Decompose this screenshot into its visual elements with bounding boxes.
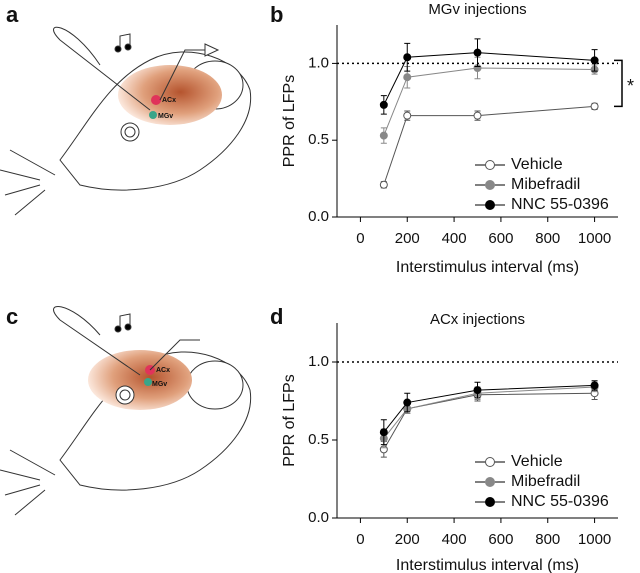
legend-marker [485,160,495,170]
marker [379,428,388,437]
x-tick-label: 0 [356,531,364,548]
x-tick-label: 600 [488,531,513,548]
legend-label: NNC 55-0396 [511,493,609,510]
region-label: MGv [152,381,167,388]
x-tick-label: 200 [395,230,420,247]
x-tick-label: 1000 [578,230,611,247]
series-line [383,386,595,439]
region-label: ACx [156,367,170,374]
marker [403,53,412,62]
marker [473,111,482,120]
mouse-illustration: ACx MGv [0,306,252,516]
significance-bracket [614,59,623,108]
legend-marker [485,477,495,487]
x-tick-label: 400 [442,531,467,548]
x-axis-label: Interstimulus interval (ms) [396,557,579,573]
significance-label: * [627,76,634,96]
marker [590,381,599,390]
region-label: ACx [162,97,176,104]
x-tick-label: 800 [535,531,560,548]
legend-label: Vehicle [511,156,563,173]
panel-label: d [270,304,283,329]
chart: MGv injections Interstimulus interval (ms… [281,1,634,276]
marker [473,386,482,395]
marker [403,111,412,120]
chart-title: MGv injections [428,1,526,18]
x-tick-label: 800 [535,230,560,247]
y-tick-label: 1.0 [308,353,329,370]
legend-label: Vehicle [511,453,563,470]
x-tick-label: 0 [356,230,364,247]
x-tick-label: 600 [488,230,513,247]
region-label: MGv [158,113,173,120]
y-tick-label: 0.5 [308,131,329,148]
x-axis-label: Interstimulus interval (ms) [396,259,579,276]
legend-marker [485,180,495,190]
y-axis-label: PPR of LFPs [281,374,298,466]
series-line [383,105,595,185]
series-line [383,52,595,106]
legend-marker [485,497,495,507]
marker [590,102,599,111]
x-tick-label: 1000 [578,531,611,548]
marker [473,48,482,57]
panel-label: c [6,304,18,329]
panel-label: a [6,2,19,27]
x-tick-label: 200 [395,531,420,548]
x-tick-label: 400 [442,230,467,247]
legend-marker [485,457,495,467]
y-tick-label: 0.5 [308,431,329,448]
y-axis-label: PPR of LFPs [281,75,298,167]
legend-label: NNC 55-0396 [511,196,609,213]
series-line [383,67,595,136]
chart: ACx injections Interstimulus interval (ms… [281,311,618,573]
series-line [383,392,595,450]
series-line [383,384,595,433]
marker [379,131,388,140]
mouse-illustration: ACx MGv [0,26,252,216]
legend-label: Mibefradil [511,176,580,193]
marker [379,180,388,189]
marker [379,100,388,109]
y-tick-label: 0.0 [308,208,329,225]
y-tick-label: 0.0 [308,509,329,526]
marker [403,73,412,82]
marker [403,398,412,407]
marker [590,56,599,65]
y-tick-label: 1.0 [308,54,329,71]
panel-label: b [270,2,283,27]
legend-marker [485,200,495,210]
legend-label: Mibefradil [511,473,580,490]
chart-title: ACx injections [430,311,525,328]
